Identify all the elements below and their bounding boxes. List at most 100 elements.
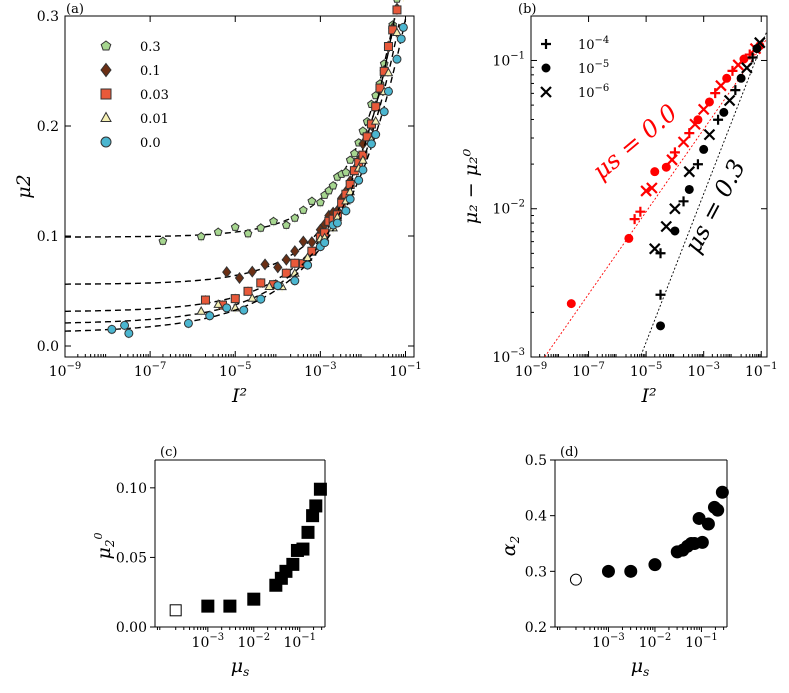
data-point xyxy=(711,503,725,517)
data-point xyxy=(392,54,402,64)
data-point xyxy=(222,303,232,313)
data-point xyxy=(398,22,408,32)
legend-label: 10−6 xyxy=(578,83,609,101)
data-point xyxy=(205,311,215,321)
data-point xyxy=(307,236,317,249)
data-point xyxy=(222,266,232,279)
x-tick-label: 10−3 xyxy=(687,361,720,380)
data-point xyxy=(646,182,658,194)
data-point xyxy=(234,271,245,285)
x-tick-label: 10−3 xyxy=(592,632,625,651)
y-tick-label: 10−3 xyxy=(492,347,525,366)
data-point xyxy=(281,253,291,266)
data-point xyxy=(719,107,729,117)
x-tick-label: 10−9 xyxy=(515,361,548,380)
data-point xyxy=(635,206,646,217)
data-point xyxy=(383,67,394,77)
y-tick-label: 0.05 xyxy=(116,550,147,566)
data-point xyxy=(196,306,207,315)
legend-label: 0.1 xyxy=(140,64,161,79)
data-point xyxy=(124,328,134,338)
data-point xyxy=(247,265,257,278)
x-tick-label: 10−2 xyxy=(639,632,672,651)
data-point xyxy=(747,52,758,63)
data-point xyxy=(648,558,662,572)
data-point xyxy=(307,196,317,205)
data-point xyxy=(736,73,746,83)
data-point xyxy=(693,115,703,125)
data-point xyxy=(328,181,338,190)
data-point xyxy=(396,34,406,44)
data-point xyxy=(383,41,393,51)
y-tick-label: 0.3 xyxy=(37,9,59,25)
data-point xyxy=(158,236,168,245)
legend-marker xyxy=(541,63,551,73)
x-axis-label: I² xyxy=(231,385,247,407)
x-tick-label: 10−3 xyxy=(192,632,225,651)
data-point xyxy=(230,294,240,304)
data-point xyxy=(260,258,270,271)
data-point xyxy=(678,196,689,207)
data-point xyxy=(247,592,261,606)
data-point xyxy=(648,242,661,255)
y-axis-label: μ₂ − μ₂⁰ xyxy=(460,148,482,224)
y-tick-label: 0.1 xyxy=(37,229,59,245)
data-point xyxy=(669,202,681,215)
panel-label: (c) xyxy=(160,445,177,460)
data-point xyxy=(350,148,359,158)
x-tick-label: 10−7 xyxy=(572,361,605,380)
y-tick-label: 0.5 xyxy=(525,453,547,469)
legend-label: 10−5 xyxy=(578,59,609,77)
data-point xyxy=(723,94,736,107)
y-tick-label: 0.4 xyxy=(525,509,547,525)
data-point xyxy=(313,482,327,496)
data-point xyxy=(273,261,283,274)
open-point xyxy=(169,604,182,617)
data-point xyxy=(713,114,724,125)
data-point xyxy=(670,226,680,236)
data-point xyxy=(601,564,615,578)
y-tick-label: 0.10 xyxy=(116,481,147,497)
y-tick-label: 0.3 xyxy=(525,564,547,580)
data-point xyxy=(290,276,300,286)
data-point xyxy=(661,162,671,172)
data-point xyxy=(566,299,576,309)
data-point xyxy=(727,65,738,76)
data-point xyxy=(341,206,351,216)
data-point xyxy=(655,289,666,300)
data-point xyxy=(256,223,266,232)
data-point xyxy=(701,517,715,531)
data-point xyxy=(301,525,315,539)
fit-curve xyxy=(65,16,396,285)
y-tick-label: 0.2 xyxy=(525,620,547,636)
y-tick-label: 0.2 xyxy=(37,119,59,135)
data-point xyxy=(392,27,402,37)
data-point xyxy=(196,231,206,241)
panel-b-frame xyxy=(530,15,768,358)
legend-label: 0.3 xyxy=(140,40,161,55)
y-axis-label: μ20 xyxy=(92,533,117,560)
data-point xyxy=(640,185,652,197)
data-point xyxy=(739,54,749,64)
x-tick-label: 10−2 xyxy=(237,632,270,651)
legend-label: 0.03 xyxy=(140,88,169,103)
data-point xyxy=(703,128,716,141)
data-point xyxy=(303,260,313,270)
legend-label: 0.01 xyxy=(140,112,169,127)
data-point xyxy=(684,184,694,194)
data-point xyxy=(660,220,673,233)
data-point xyxy=(243,228,253,238)
x-tick-label: 10−7 xyxy=(134,361,167,380)
data-point xyxy=(677,136,690,148)
data-point xyxy=(371,102,381,112)
data-point xyxy=(704,97,714,107)
data-point xyxy=(650,167,660,177)
data-point xyxy=(269,216,278,226)
data-point xyxy=(699,144,709,154)
legend-marker xyxy=(100,62,112,78)
open-point xyxy=(569,573,582,586)
legend-marker xyxy=(100,88,112,100)
data-point xyxy=(281,268,291,278)
data-point xyxy=(695,535,709,549)
